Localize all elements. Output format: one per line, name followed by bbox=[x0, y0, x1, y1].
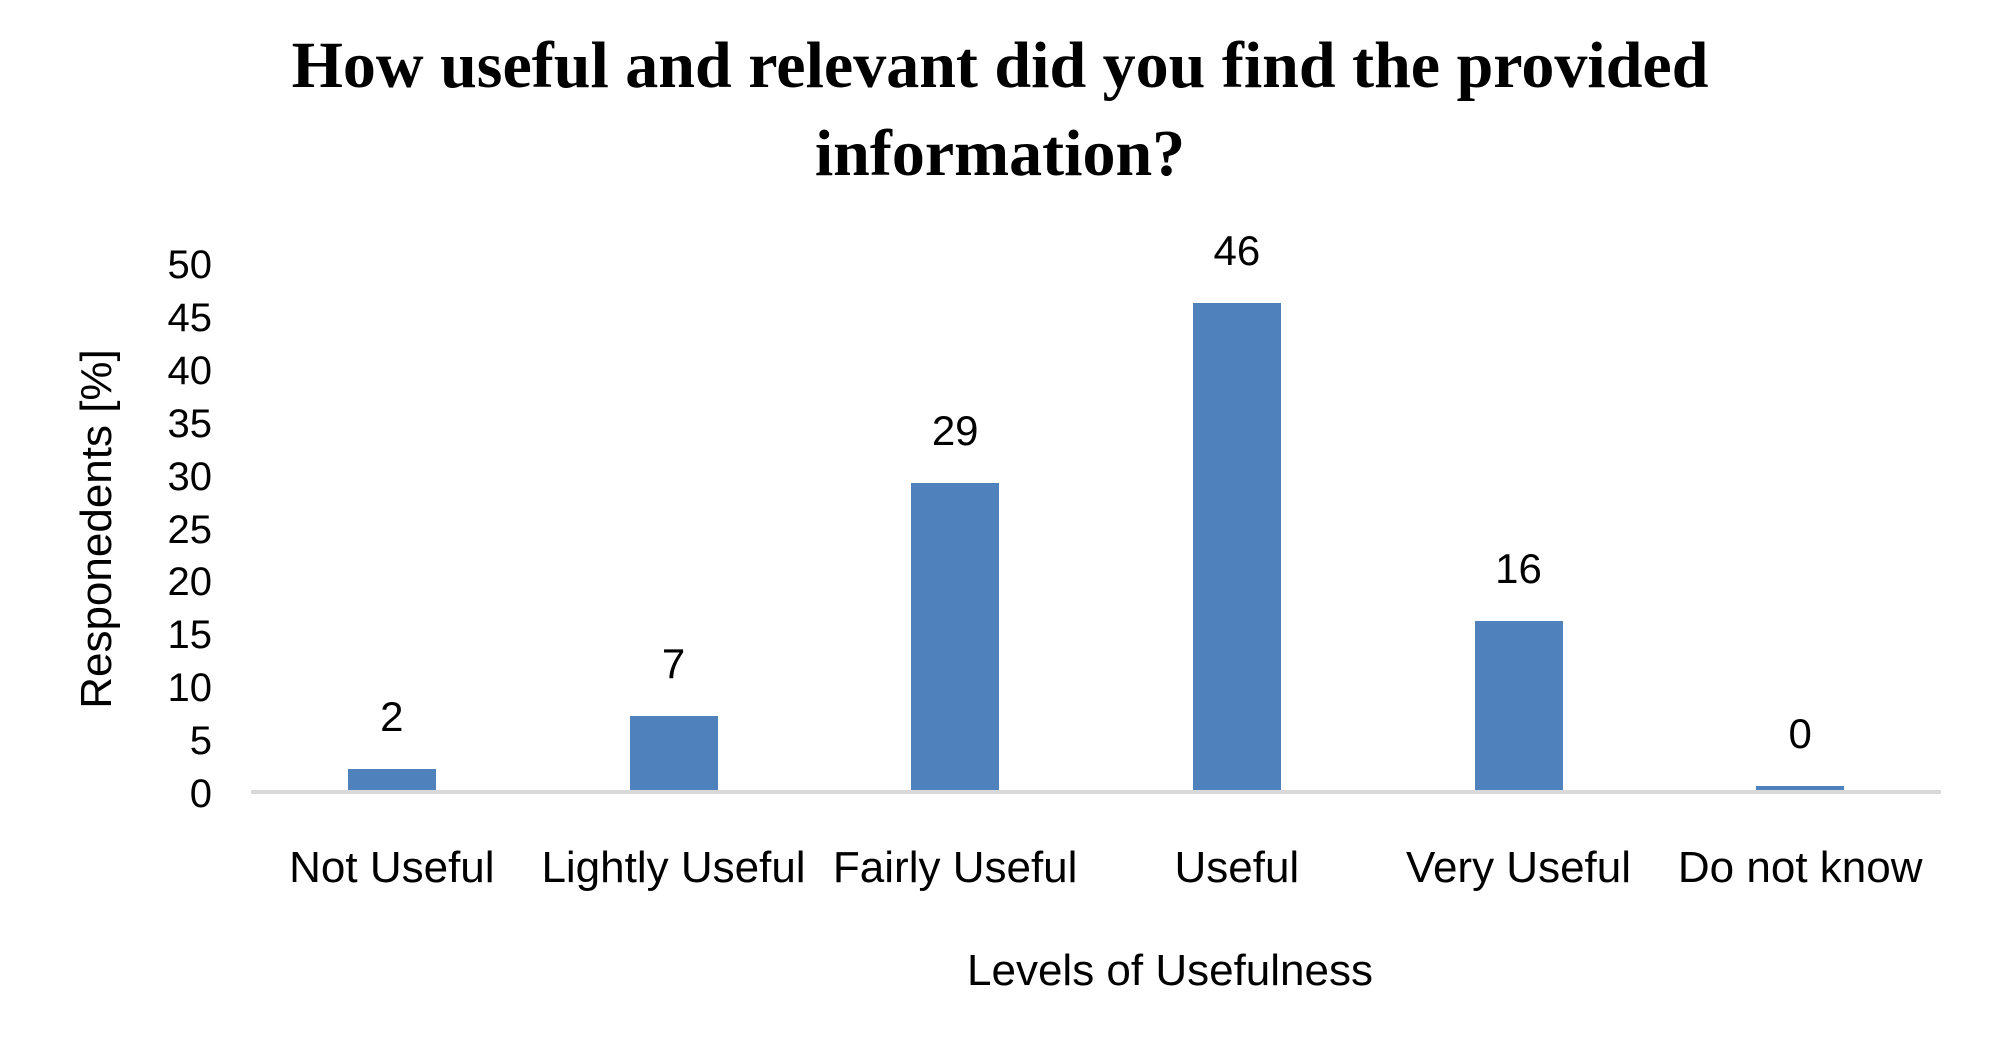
bar bbox=[911, 483, 1000, 790]
y-tick-label: 20 bbox=[167, 560, 213, 605]
y-tick-label: 45 bbox=[167, 295, 213, 340]
x-axis-category-labels: Not Useful Lightly Useful Fairly Useful Use… bbox=[251, 843, 1941, 893]
chart-title-line-2: information? bbox=[814, 117, 1186, 190]
plot-area: 2 7 29 46 16 0 bbox=[251, 227, 1941, 794]
y-tick-label: 0 bbox=[189, 772, 212, 816]
bar-slot: 16 bbox=[1378, 265, 1660, 790]
y-tick-label: 30 bbox=[167, 454, 213, 499]
bar bbox=[1756, 786, 1845, 790]
category-label: Do not know bbox=[1677, 843, 1923, 892]
chart-title-line-1: How useful and relevant did you find the… bbox=[291, 29, 1709, 102]
x-axis-title: Levels of Usefulness bbox=[967, 946, 1373, 995]
bar-slot: 29 bbox=[814, 265, 1096, 790]
y-tick-label: 50 bbox=[167, 243, 213, 287]
y-tick-label: 5 bbox=[189, 719, 212, 764]
bar bbox=[1474, 621, 1563, 790]
bar-value-label: 2 bbox=[380, 693, 404, 740]
bar-slot: 46 bbox=[1096, 227, 1378, 790]
bar-value-label: 29 bbox=[931, 407, 979, 454]
bar bbox=[1192, 303, 1281, 790]
bar-slot: 2 bbox=[251, 265, 533, 790]
category-label: Useful bbox=[1174, 843, 1300, 892]
bar-value-label: 46 bbox=[1213, 227, 1261, 274]
bar-value-label: 7 bbox=[661, 640, 686, 687]
category-label: Lightly Useful bbox=[541, 843, 806, 892]
category-label: Very Useful bbox=[1406, 843, 1632, 892]
y-tick-label: 15 bbox=[167, 613, 213, 658]
bar-slot: 7 bbox=[533, 265, 815, 790]
category-label: Fairly Useful bbox=[832, 843, 1078, 892]
bar-value-label: 0 bbox=[1788, 710, 1812, 757]
chart-title: How useful and relevant did you find the… bbox=[0, 22, 2000, 198]
bar-slot: 0 bbox=[1659, 265, 1941, 790]
bar bbox=[347, 769, 436, 790]
y-tick-label: 10 bbox=[167, 666, 213, 711]
y-tick-label: 35 bbox=[167, 401, 213, 446]
y-tick-label: 40 bbox=[167, 348, 213, 393]
bar bbox=[629, 716, 718, 790]
category-label: Not Useful bbox=[289, 843, 495, 892]
y-axis-tick-labels: 0 5 10 15 20 25 30 35 40 45 50 bbox=[0, 243, 213, 816]
y-tick-label: 25 bbox=[167, 507, 213, 552]
bar-value-label: 16 bbox=[1495, 545, 1542, 592]
